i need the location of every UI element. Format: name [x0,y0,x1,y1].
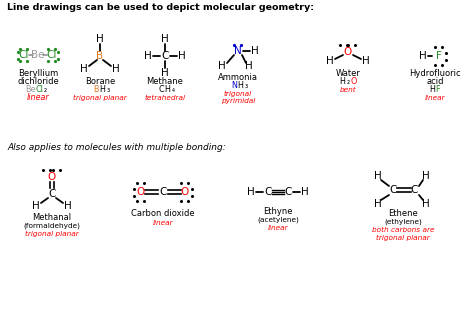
Text: N: N [234,46,242,56]
Text: Methanal: Methanal [32,213,72,222]
Text: both carbons are: both carbons are [372,227,434,233]
Text: linear: linear [268,225,288,231]
Text: Hydrofluoric: Hydrofluoric [409,69,461,78]
Text: (ethylene): (ethylene) [384,219,422,225]
Text: linear: linear [425,95,445,101]
Text: H: H [112,64,120,74]
Text: H: H [301,187,309,197]
Text: Methane: Methane [146,77,183,86]
Text: Beryllium: Beryllium [18,68,58,77]
Text: H: H [164,85,170,94]
Text: ₃: ₃ [245,82,247,91]
Text: H: H [218,61,226,71]
Text: Be: Be [31,50,45,60]
Text: Ammonia: Ammonia [218,74,258,83]
Text: Also applies to molecules with multiple bonding:: Also applies to molecules with multiple … [7,143,226,153]
Text: H: H [422,199,430,209]
Text: Borane: Borane [85,77,115,86]
Text: ₄: ₄ [172,85,174,94]
Text: H: H [326,56,334,66]
Text: trigonal planar: trigonal planar [25,231,79,237]
Text: C: C [159,187,167,197]
Text: F: F [436,51,442,61]
Text: H: H [178,51,186,61]
Text: C: C [161,51,169,61]
Text: Cl: Cl [35,85,43,94]
Text: pyrimidal: pyrimidal [221,98,255,104]
Text: H: H [362,56,370,66]
Text: H: H [161,68,169,78]
Text: ₃: ₃ [107,85,109,94]
Text: C: C [158,85,164,94]
Text: H: H [245,61,253,71]
Text: H: H [419,51,427,61]
Text: C: C [48,189,55,199]
Text: trigonal: trigonal [224,91,252,97]
Text: Ethene: Ethene [388,210,418,219]
Text: H: H [251,46,259,56]
Text: ₂: ₂ [346,77,349,86]
Text: F: F [436,85,440,94]
Text: H: H [237,82,243,91]
Text: Carbon dioxide: Carbon dioxide [131,210,195,219]
Text: O: O [344,47,352,57]
Text: C: C [389,185,397,195]
Text: H: H [339,77,345,86]
Text: H: H [429,85,435,94]
Text: linear: linear [27,93,49,102]
Text: O: O [181,187,189,197]
Text: N: N [231,82,237,91]
Text: O: O [137,187,145,197]
Text: Ethyne: Ethyne [263,207,293,217]
Text: C: C [284,187,292,197]
Text: H: H [144,51,152,61]
Text: H: H [64,201,72,211]
Text: C: C [410,185,418,195]
Text: H: H [422,171,430,181]
Text: ₂: ₂ [44,85,46,94]
Text: B: B [96,51,103,61]
Text: Line drawings can be used to depict molecular geometry:: Line drawings can be used to depict mole… [7,4,314,12]
Text: Cl: Cl [47,50,57,60]
Text: O: O [351,77,357,86]
Text: Water: Water [336,69,360,78]
Text: H: H [32,201,40,211]
Text: dichloride: dichloride [17,76,59,85]
Text: bent: bent [340,87,356,93]
Text: H: H [247,187,255,197]
Text: (acetylene): (acetylene) [257,217,299,223]
Text: H: H [96,34,104,44]
Text: H: H [99,85,105,94]
Text: (formaldehyde): (formaldehyde) [24,223,81,229]
Text: O: O [48,172,56,182]
Text: H: H [80,64,88,74]
Text: acid: acid [426,77,444,86]
Text: C: C [264,187,272,197]
Text: H: H [161,34,169,44]
Text: trigonal planar: trigonal planar [73,95,127,101]
Text: Be: Be [26,85,36,94]
Text: trigonal planar: trigonal planar [376,235,430,241]
Text: B: B [93,85,99,94]
Text: tetrahedral: tetrahedral [145,95,185,101]
Text: H: H [374,171,382,181]
Text: H: H [374,199,382,209]
Text: linear: linear [153,220,173,226]
Text: Cl: Cl [19,50,29,60]
